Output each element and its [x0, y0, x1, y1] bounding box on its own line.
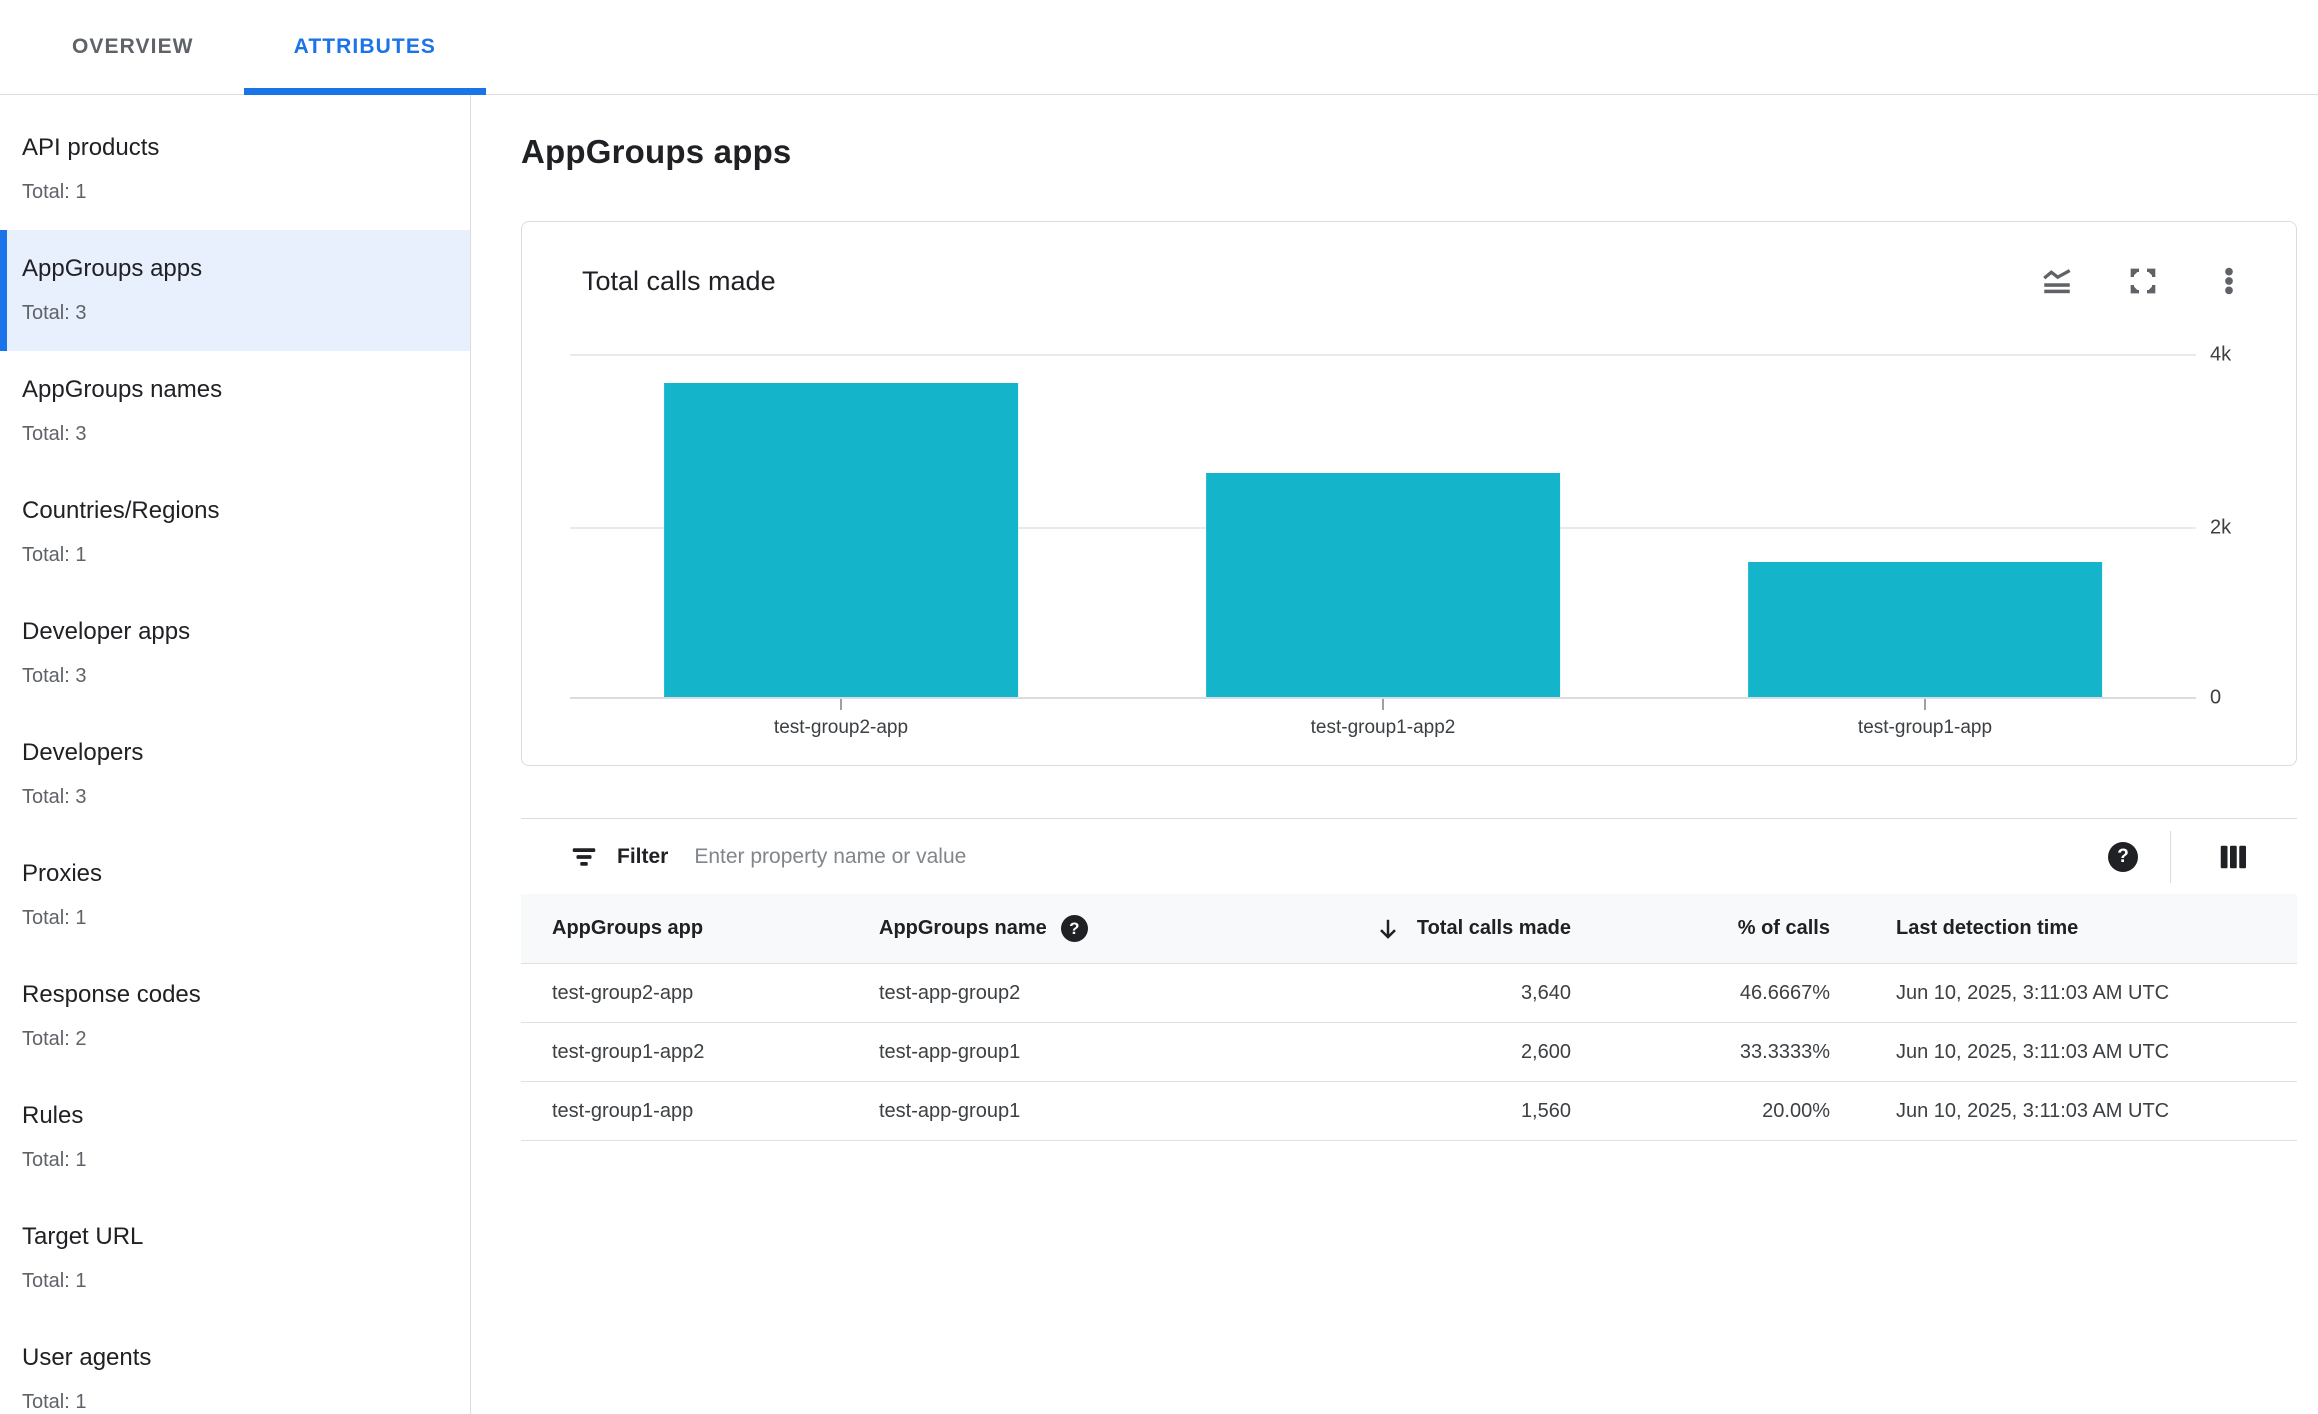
sidebar-item-label: Proxies	[22, 860, 103, 887]
column-header-appgroups-app[interactable]: AppGroups app	[552, 917, 704, 939]
sidebar-item-total: Total: 3	[22, 665, 87, 687]
fullscreen-icon[interactable]	[2126, 264, 2160, 298]
sidebar-item-total: Total: 1	[22, 181, 87, 203]
gridline-4k: 4k	[570, 344, 2231, 366]
cell-appgroups-app: test-group1-app2	[552, 1040, 705, 1063]
y-axis-tick-label: 2k	[2210, 516, 2232, 538]
bar-test-group1-app2[interactable]	[1206, 472, 1560, 697]
column-header-percent-of-calls[interactable]: % of calls	[1737, 917, 1830, 939]
cell-percent-of-calls: 33.3333%	[1739, 1040, 1830, 1063]
filter-bar: Filter ?	[521, 819, 2297, 894]
x-axis-line: 0	[570, 687, 2221, 709]
sidebar-item-developer-apps[interactable]: Developer apps Total: 3	[0, 593, 470, 714]
table-row: test-group1-app test-app-group1 1,560 20…	[521, 1082, 2297, 1141]
cell-appgroups-name: test-app-group1	[879, 1040, 1021, 1063]
sidebar-item-target-url[interactable]: Target URL Total: 1	[0, 1198, 470, 1319]
filter-input[interactable]	[694, 844, 2108, 869]
filter-list-icon[interactable]	[569, 842, 599, 872]
sidebar-item-proxies[interactable]: Proxies Total: 1	[0, 835, 470, 956]
x-axis-ticks	[570, 699, 2196, 711]
sidebar-item-total: Total: 3	[22, 423, 87, 445]
page-title: AppGroups apps	[521, 133, 792, 170]
attributes-table-section: Filter ? AppGroups app AppGroups	[521, 818, 2297, 1141]
sidebar-item-label: AppGroups names	[22, 376, 223, 403]
sidebar-item-label: Target URL	[22, 1223, 144, 1250]
filter-help-icon[interactable]: ?	[2108, 841, 2138, 872]
cell-percent-of-calls: 46.6667%	[1739, 981, 1830, 1004]
column-header-last-detection-time[interactable]: Last detection time	[1896, 917, 2079, 939]
sidebar-item-developers[interactable]: Developers Total: 3	[0, 714, 470, 835]
sidebar-item-total: Total: 1	[22, 1270, 87, 1292]
x-tick	[1382, 699, 1384, 710]
cell-last-detection-time: Jun 10, 2025, 3:11:03 AM UTC	[1896, 1099, 2170, 1122]
cell-appgroups-app: test-group2-app	[552, 981, 694, 1004]
cell-percent-of-calls: 20.00%	[1762, 1099, 1830, 1122]
sidebar-item-label: Response codes	[22, 981, 201, 1008]
area-chart-icon[interactable]	[2040, 264, 2074, 298]
sidebar-item-label: User agents	[22, 1344, 152, 1371]
x-axis-labels: test-group2-app test-group1-app2 test-gr…	[570, 717, 2196, 739]
bar-test-group2-app[interactable]	[664, 383, 1018, 697]
sidebar-item-total: Total: 1	[22, 1391, 87, 1413]
sidebar-item-appgroups-apps[interactable]: AppGroups apps Total: 3	[0, 230, 470, 351]
bar-test-group1-app[interactable]	[1748, 562, 2102, 697]
column-help-icon[interactable]: ?	[1060, 915, 1088, 942]
cell-total-calls: 1,560	[1520, 1099, 1571, 1122]
sidebar-item-user-agents[interactable]: User agents Total: 1	[0, 1319, 470, 1414]
tab-attributes[interactable]: ATTRIBUTES	[243, 0, 487, 95]
y-axis-tick-label: 4k	[2210, 343, 2232, 366]
cell-appgroups-name: test-app-group2	[879, 981, 1021, 1004]
divider	[2170, 830, 2171, 883]
cell-appgroups-name: test-app-group1	[879, 1099, 1021, 1122]
sidebar-item-appgroups-names[interactable]: AppGroups names Total: 3	[0, 351, 470, 472]
cell-total-calls: 3,640	[1520, 981, 1571, 1004]
sidebar-item-countries-regions[interactable]: Countries/Regions Total: 1	[0, 472, 470, 593]
sidebar-item-total: Total: 1	[22, 1149, 87, 1171]
tab-bar: OVERVIEW ATTRIBUTES	[0, 0, 2318, 95]
attributes-sidebar: API products Total: 1 AppGroups apps Tot…	[0, 95, 471, 1414]
main-content: AppGroups apps Total calls made	[471, 95, 2318, 1414]
sidebar-item-total: Total: 1	[22, 544, 87, 566]
sidebar-item-total: Total: 1	[22, 907, 87, 929]
view-columns-icon[interactable]	[2217, 842, 2247, 872]
sidebar-item-rules[interactable]: Rules Total: 1	[0, 1077, 470, 1198]
sidebar-item-api-products[interactable]: API products Total: 1	[0, 109, 470, 230]
column-header-total-calls-made[interactable]: Total calls made	[1221, 915, 1571, 943]
tab-overview[interactable]: OVERVIEW	[72, 35, 194, 58]
total-calls-chart-card: Total calls made	[521, 221, 2297, 766]
sidebar-item-label: AppGroups apps	[22, 255, 203, 282]
column-header-appgroups-name[interactable]: AppGroups name ?	[879, 915, 1221, 942]
y-axis-tick-label: 0	[2210, 686, 2222, 709]
chart-title: Total calls made	[582, 265, 776, 296]
table-header-row: AppGroups app AppGroups name ? Total cal…	[521, 894, 2297, 964]
x-tick	[839, 699, 842, 710]
sidebar-item-total: Total: 2	[22, 1028, 87, 1050]
x-axis-label: test-group1-app	[1857, 717, 1993, 738]
x-tick	[1924, 699, 1926, 710]
bar-chart-plot: 4k 2k 0	[570, 344, 2231, 709]
cell-last-detection-time: Jun 10, 2025, 3:11:03 AM UTC	[1896, 981, 2170, 1004]
cell-total-calls: 2,600	[1520, 1040, 1571, 1063]
sidebar-item-label: Countries/Regions	[22, 497, 220, 524]
sort-descending-icon	[1379, 919, 1396, 939]
sidebar-item-label: Rules	[22, 1102, 84, 1129]
sidebar-item-total: Total: 3	[22, 786, 87, 808]
chart-actions	[2040, 264, 2246, 298]
sidebar-item-total: Total: 3	[22, 302, 87, 324]
more-vert-icon[interactable]	[2212, 264, 2246, 298]
x-axis-label: test-group2-app	[773, 717, 909, 738]
cell-appgroups-app: test-group1-app	[552, 1099, 694, 1122]
sidebar-item-label: Developers	[22, 739, 144, 766]
table-row: test-group1-app2 test-app-group1 2,600 3…	[521, 1023, 2297, 1082]
x-axis-label: test-group1-app2	[1310, 717, 1456, 738]
sidebar-item-label: Developer apps	[22, 618, 191, 645]
filter-label[interactable]: Filter	[617, 844, 669, 868]
sidebar-item-response-codes[interactable]: Response codes Total: 2	[0, 956, 470, 1077]
table-row: test-group2-app test-app-group2 3,640 46…	[521, 964, 2297, 1023]
sidebar-item-label: API products	[22, 134, 160, 161]
cell-last-detection-time: Jun 10, 2025, 3:11:03 AM UTC	[1896, 1040, 2170, 1063]
